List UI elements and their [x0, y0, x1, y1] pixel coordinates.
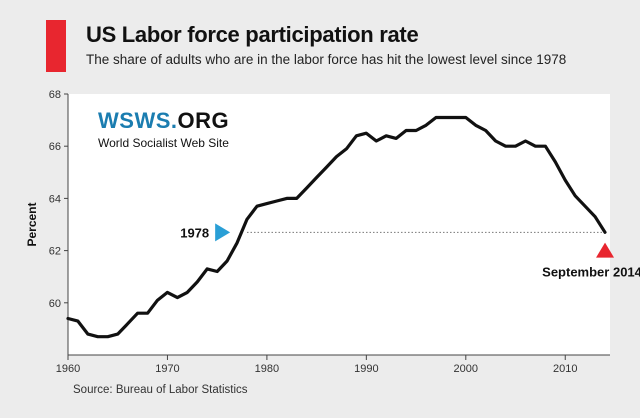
- marker-sept-2014-triangle: [596, 242, 615, 258]
- y-axis-title: Percent: [25, 202, 39, 246]
- y-tick-label: 64: [49, 193, 61, 205]
- x-tick-label: 1960: [56, 363, 80, 375]
- brand-name-suffix: ORG: [177, 108, 230, 133]
- y-tick-label: 66: [49, 141, 61, 153]
- x-tick-label: 2010: [553, 363, 577, 375]
- x-tick-label: 1980: [255, 363, 279, 375]
- brand-logo: WSWS.ORG: [98, 108, 229, 134]
- y-tick-label: 62: [49, 246, 61, 258]
- brand-name-prefix: WSWS.: [98, 108, 178, 133]
- y-tick-label: 68: [49, 89, 61, 101]
- x-tick-label: 2000: [454, 363, 478, 375]
- marker-1978-triangle: [215, 223, 231, 242]
- page-title: US Labor force participation rate: [86, 22, 419, 47]
- annotation-sept-2014-label: September 2014: [542, 265, 640, 280]
- x-tick-label: 1970: [155, 363, 179, 375]
- plot-area: [68, 94, 610, 355]
- series-line: [66, 115, 607, 339]
- x-tick-label: 1990: [354, 363, 378, 375]
- source-note: Source: Bureau of Labor Statistics: [73, 384, 248, 396]
- title-accent-bar: [46, 20, 66, 72]
- annotation-1978-label: 1978: [180, 225, 209, 240]
- y-tick-label: 60: [49, 298, 61, 310]
- brand-tagline: World Socialist Web Site: [98, 136, 229, 150]
- page-subtitle: The share of adults who are in the labor…: [86, 52, 567, 67]
- brand-block: WSWS.ORG World Socialist Web Site: [98, 108, 229, 150]
